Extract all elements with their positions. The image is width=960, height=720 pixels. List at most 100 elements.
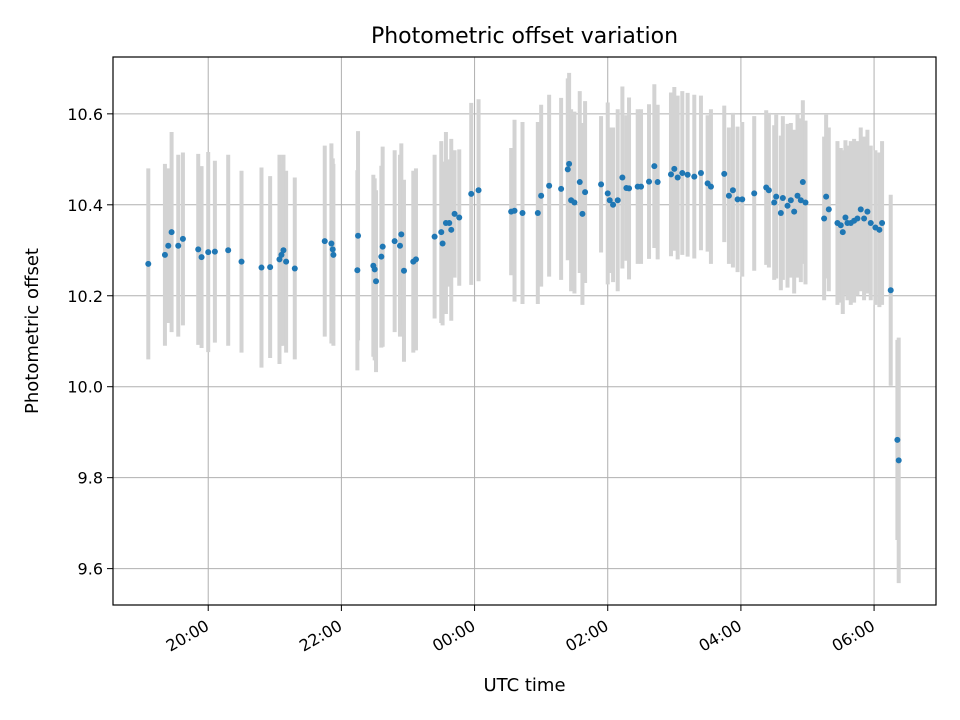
data-point — [579, 210, 586, 217]
data-point — [895, 457, 902, 464]
data-point — [842, 214, 849, 221]
data-point — [779, 194, 786, 201]
data-point — [799, 179, 806, 186]
data-point — [566, 160, 573, 167]
data-point — [787, 197, 794, 204]
data-point — [446, 219, 453, 226]
data-point — [283, 258, 290, 265]
data-point — [161, 251, 168, 258]
data-point — [771, 199, 778, 206]
data-point — [195, 246, 202, 253]
data-point — [328, 240, 335, 247]
data-point — [373, 278, 380, 285]
data-point — [839, 229, 846, 236]
data-point — [864, 208, 871, 215]
data-point — [354, 267, 361, 274]
data-point — [431, 233, 438, 240]
data-point — [168, 229, 175, 236]
data-point — [684, 171, 691, 178]
data-point — [791, 208, 798, 215]
data-points — [145, 160, 902, 464]
y-tick-label: 10.2 — [67, 287, 103, 306]
data-point — [451, 210, 458, 217]
data-point — [725, 192, 732, 199]
data-point — [854, 215, 861, 222]
data-point — [145, 260, 152, 267]
data-point — [448, 226, 455, 233]
data-point — [538, 192, 545, 199]
data-point — [691, 173, 698, 180]
data-point — [739, 196, 746, 203]
data-point — [619, 174, 626, 181]
data-point — [165, 242, 172, 249]
data-point — [329, 246, 336, 253]
data-point — [765, 187, 772, 194]
data-point — [876, 226, 883, 233]
plot-frame — [112, 56, 937, 606]
data-point — [280, 247, 287, 254]
data-point — [391, 238, 398, 245]
data-point — [582, 189, 589, 196]
data-point — [861, 215, 868, 222]
data-point — [534, 209, 541, 216]
data-point — [667, 171, 674, 178]
data-point — [654, 179, 661, 186]
data-point — [651, 163, 658, 170]
data-point — [857, 206, 864, 213]
data-point — [674, 174, 681, 181]
data-point — [564, 166, 571, 173]
data-point — [396, 242, 403, 249]
data-point — [175, 242, 182, 249]
data-point — [211, 248, 218, 255]
data-point — [671, 165, 678, 172]
data-point — [519, 209, 526, 216]
data-point — [379, 243, 386, 250]
data-point — [894, 436, 901, 443]
data-point — [821, 215, 828, 222]
data-point — [679, 169, 686, 176]
data-point — [879, 219, 886, 226]
data-point — [179, 235, 186, 242]
data-point — [276, 256, 283, 263]
data-point — [598, 181, 605, 188]
data-point — [773, 193, 780, 200]
data-point — [867, 219, 874, 226]
data-point — [330, 251, 337, 258]
data-point — [475, 187, 482, 194]
data-point — [794, 192, 801, 199]
data-point — [606, 197, 613, 204]
data-point — [225, 247, 232, 254]
data-point — [646, 178, 653, 185]
data-point — [707, 183, 714, 190]
data-point — [546, 182, 553, 189]
data-point — [614, 197, 621, 204]
data-point — [571, 199, 578, 206]
data-point — [638, 183, 645, 190]
data-point — [291, 265, 298, 272]
y-tick-label: 9.6 — [78, 560, 103, 579]
data-point — [558, 185, 565, 192]
data-point — [400, 267, 407, 274]
data-point — [576, 179, 583, 186]
y-axis-label: Photometric offset — [22, 248, 43, 414]
data-point — [610, 201, 617, 208]
data-point — [238, 258, 245, 265]
data-point — [355, 232, 362, 239]
data-point — [439, 240, 446, 247]
y-tick-label: 10.6 — [67, 105, 103, 124]
data-point — [697, 169, 704, 176]
data-point — [802, 199, 809, 206]
data-point — [734, 196, 741, 203]
data-point — [456, 214, 463, 221]
data-point — [751, 190, 758, 197]
data-point — [267, 264, 274, 271]
data-point — [721, 170, 728, 177]
data-point — [412, 256, 419, 263]
y-tick-label: 10.0 — [67, 378, 103, 397]
data-point — [626, 185, 633, 192]
data-point — [784, 202, 791, 209]
data-point — [398, 231, 405, 238]
data-point — [729, 187, 736, 194]
y-tick-label: 10.4 — [67, 196, 103, 215]
